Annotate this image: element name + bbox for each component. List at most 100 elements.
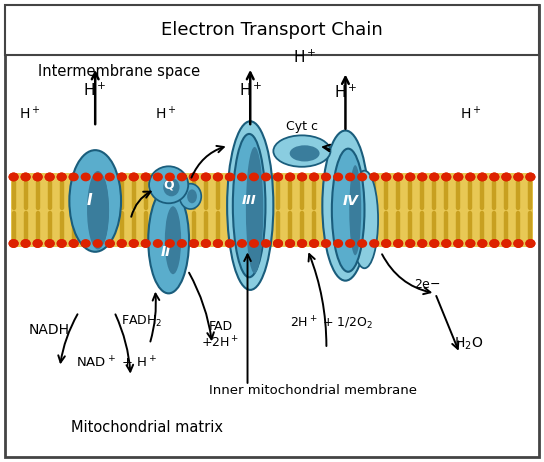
Circle shape bbox=[406, 240, 415, 247]
Circle shape bbox=[9, 173, 18, 181]
Circle shape bbox=[33, 173, 42, 181]
Circle shape bbox=[201, 240, 210, 247]
Circle shape bbox=[177, 240, 186, 247]
Circle shape bbox=[9, 240, 18, 247]
Circle shape bbox=[129, 173, 138, 181]
Circle shape bbox=[526, 240, 535, 247]
Circle shape bbox=[238, 173, 246, 181]
Circle shape bbox=[514, 173, 523, 181]
Circle shape bbox=[514, 240, 523, 247]
Circle shape bbox=[526, 173, 535, 181]
Circle shape bbox=[274, 173, 282, 181]
Circle shape bbox=[189, 173, 198, 181]
Ellipse shape bbox=[322, 130, 369, 280]
Circle shape bbox=[490, 240, 499, 247]
Circle shape bbox=[346, 240, 355, 247]
Circle shape bbox=[82, 240, 90, 247]
Circle shape bbox=[322, 240, 330, 247]
Circle shape bbox=[298, 240, 306, 247]
Text: H$^+$: H$^+$ bbox=[238, 81, 262, 99]
Circle shape bbox=[177, 173, 186, 181]
Circle shape bbox=[454, 240, 462, 247]
Circle shape bbox=[153, 240, 162, 247]
Circle shape bbox=[165, 240, 174, 247]
Circle shape bbox=[201, 173, 210, 181]
Circle shape bbox=[33, 240, 42, 247]
Circle shape bbox=[21, 240, 30, 247]
Text: FAD
+2H$^+$: FAD +2H$^+$ bbox=[201, 320, 239, 350]
Circle shape bbox=[418, 240, 426, 247]
Circle shape bbox=[129, 240, 138, 247]
Circle shape bbox=[466, 240, 475, 247]
Ellipse shape bbox=[180, 183, 201, 209]
Ellipse shape bbox=[349, 165, 361, 255]
Circle shape bbox=[418, 173, 426, 181]
Ellipse shape bbox=[351, 170, 378, 268]
Circle shape bbox=[57, 240, 66, 247]
Circle shape bbox=[69, 173, 78, 181]
Circle shape bbox=[106, 240, 114, 247]
Circle shape bbox=[57, 173, 66, 181]
Ellipse shape bbox=[187, 189, 197, 203]
Circle shape bbox=[322, 173, 330, 181]
Circle shape bbox=[394, 240, 403, 247]
Circle shape bbox=[322, 173, 330, 181]
Circle shape bbox=[490, 173, 499, 181]
Text: H$^+$: H$^+$ bbox=[460, 104, 481, 122]
Bar bbox=[5, 5, 539, 55]
Circle shape bbox=[502, 173, 511, 181]
Circle shape bbox=[346, 240, 355, 247]
Circle shape bbox=[250, 240, 258, 247]
Circle shape bbox=[358, 240, 367, 247]
Circle shape bbox=[478, 240, 487, 247]
Circle shape bbox=[129, 173, 138, 181]
Text: II: II bbox=[161, 245, 171, 259]
Circle shape bbox=[21, 173, 30, 181]
Circle shape bbox=[250, 173, 258, 181]
Circle shape bbox=[322, 240, 330, 247]
Text: H$^+$: H$^+$ bbox=[83, 81, 107, 99]
Circle shape bbox=[382, 240, 391, 247]
Circle shape bbox=[490, 173, 499, 181]
Circle shape bbox=[9, 173, 18, 181]
Circle shape bbox=[250, 173, 258, 181]
Circle shape bbox=[165, 173, 174, 181]
Circle shape bbox=[514, 240, 523, 247]
Circle shape bbox=[262, 173, 270, 181]
Circle shape bbox=[346, 173, 355, 181]
Circle shape bbox=[418, 173, 426, 181]
Circle shape bbox=[82, 240, 90, 247]
Circle shape bbox=[478, 240, 487, 247]
Circle shape bbox=[177, 240, 186, 247]
Text: IV: IV bbox=[343, 194, 359, 208]
Circle shape bbox=[177, 173, 186, 181]
Circle shape bbox=[94, 240, 102, 247]
Ellipse shape bbox=[163, 178, 180, 196]
Circle shape bbox=[310, 173, 318, 181]
Circle shape bbox=[466, 173, 475, 181]
Circle shape bbox=[189, 240, 198, 247]
Circle shape bbox=[214, 240, 222, 247]
Ellipse shape bbox=[148, 187, 189, 293]
Circle shape bbox=[442, 240, 450, 247]
Circle shape bbox=[45, 240, 54, 247]
Circle shape bbox=[466, 173, 475, 181]
Circle shape bbox=[298, 240, 306, 247]
Circle shape bbox=[430, 173, 438, 181]
Circle shape bbox=[370, 240, 379, 247]
Circle shape bbox=[310, 173, 318, 181]
Circle shape bbox=[394, 173, 403, 181]
Circle shape bbox=[21, 240, 30, 247]
Circle shape bbox=[201, 173, 210, 181]
Circle shape bbox=[118, 173, 126, 181]
Circle shape bbox=[262, 173, 270, 181]
Circle shape bbox=[454, 240, 462, 247]
Circle shape bbox=[69, 240, 78, 247]
Circle shape bbox=[106, 173, 114, 181]
Circle shape bbox=[430, 173, 438, 181]
Circle shape bbox=[45, 173, 54, 181]
Circle shape bbox=[106, 173, 114, 181]
Circle shape bbox=[106, 240, 114, 247]
Ellipse shape bbox=[227, 121, 274, 290]
Circle shape bbox=[454, 173, 462, 181]
